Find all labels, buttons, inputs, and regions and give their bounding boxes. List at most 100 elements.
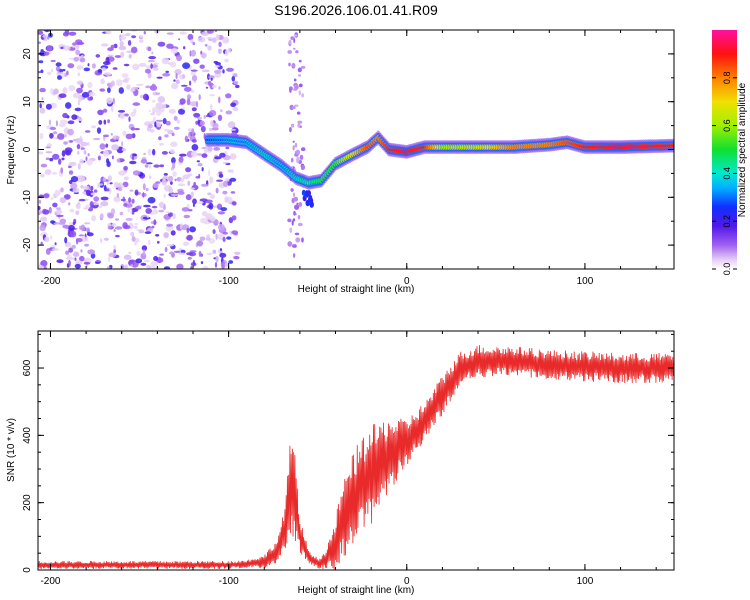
noise-speckle [235, 84, 240, 89]
y-tick-label: -20 [22, 237, 33, 252]
noise-speckle [123, 254, 132, 260]
noise-speckle [65, 250, 70, 255]
noise-speckle [69, 230, 77, 238]
noise-speckle [143, 152, 146, 156]
noise-speckle [186, 227, 190, 234]
noise-speckle [161, 57, 170, 65]
noise-speckle [298, 59, 302, 63]
noise-speckle [95, 54, 101, 58]
noise-speckle [183, 214, 191, 219]
noise-speckle [200, 125, 206, 133]
noise-speckle [52, 153, 60, 160]
noise-speckle [219, 252, 227, 258]
noise-speckle [39, 103, 42, 109]
y-tick-label: 200 [22, 494, 33, 511]
noise-speckle [293, 192, 295, 197]
noise-speckle [296, 156, 300, 163]
noise-speckle [297, 67, 302, 73]
noise-speckle [121, 73, 129, 78]
noise-speckle [207, 80, 212, 86]
noise-speckle [120, 51, 125, 58]
noise-speckle [62, 68, 66, 72]
noise-speckle [176, 119, 181, 124]
noise-speckle [145, 187, 149, 192]
noise-speckle [47, 71, 52, 76]
noise-speckle [204, 43, 208, 47]
noise-speckle [79, 158, 84, 165]
noise-speckle [71, 244, 76, 249]
noise-speckle [50, 197, 54, 200]
noise-speckle [48, 206, 52, 214]
noise-speckle [105, 56, 110, 64]
noise-speckle [46, 143, 52, 147]
noise-speckle [153, 116, 156, 121]
noise-speckle [132, 63, 140, 71]
noise-speckle [63, 194, 71, 200]
noise-speckle [122, 222, 128, 229]
noise-speckle [95, 72, 102, 75]
noise-speckle [68, 247, 74, 253]
noise-speckle [143, 31, 146, 35]
noise-speckle [62, 112, 68, 119]
noise-speckle [298, 83, 303, 88]
noise-speckle [193, 58, 200, 64]
noise-speckle [142, 183, 146, 191]
noise-speckle [191, 135, 194, 139]
noise-speckle [56, 259, 64, 264]
noise-speckle [288, 39, 292, 45]
noise-speckle [129, 232, 133, 236]
noise-speckle [84, 222, 91, 225]
noise-speckle [190, 187, 195, 190]
noise-speckle [162, 73, 171, 77]
noise-speckle [79, 255, 85, 262]
noise-speckle [148, 175, 152, 180]
noise-speckle [70, 183, 78, 189]
noise-speckle [113, 245, 117, 250]
noise-speckle [75, 210, 80, 215]
noise-speckle [174, 250, 180, 253]
noise-speckle [116, 193, 120, 198]
noise-speckle [119, 211, 124, 216]
noise-speckle [153, 62, 159, 65]
noise-speckle [152, 209, 159, 215]
noise-speckle [143, 93, 149, 101]
noise-speckle [173, 126, 180, 130]
noise-speckle [43, 51, 50, 56]
noise-speckle [103, 119, 107, 125]
noise-speckle [144, 164, 149, 168]
noise-speckle [157, 240, 160, 244]
noise-speckle [98, 205, 103, 208]
noise-speckle [155, 92, 161, 95]
noise-speckle [102, 67, 106, 72]
noise-speckle [194, 80, 197, 83]
noise-speckle [168, 187, 173, 194]
noise-speckle [40, 173, 45, 178]
noise-speckle [231, 215, 237, 221]
noise-speckle [166, 43, 174, 49]
noise-speckle [161, 151, 168, 155]
noise-speckle [75, 238, 79, 245]
noise-speckle [232, 106, 239, 112]
noise-speckle [182, 74, 185, 79]
noise-speckle [297, 215, 301, 220]
noise-speckle [179, 98, 186, 105]
noise-speckle [67, 128, 74, 136]
noise-speckle [80, 249, 83, 253]
y-tick-label: 10 [22, 96, 33, 108]
noise-speckle [148, 239, 151, 246]
noise-speckle [113, 181, 119, 189]
noise-speckle [59, 197, 67, 204]
figure-title: S196.2026.106.01.41.R09 [274, 2, 438, 18]
noise-speckle [100, 237, 103, 244]
noise-speckle [230, 153, 237, 160]
noise-speckle [211, 37, 217, 43]
noise-speckle [103, 237, 109, 241]
noise-speckle [128, 197, 132, 203]
ridge-tail [308, 194, 313, 201]
noise-speckle [53, 222, 61, 225]
noise-speckle [293, 78, 297, 82]
noise-speckle [155, 119, 164, 122]
noise-speckle [179, 223, 183, 230]
noise-speckle [199, 64, 205, 69]
noise-speckle [227, 121, 236, 129]
